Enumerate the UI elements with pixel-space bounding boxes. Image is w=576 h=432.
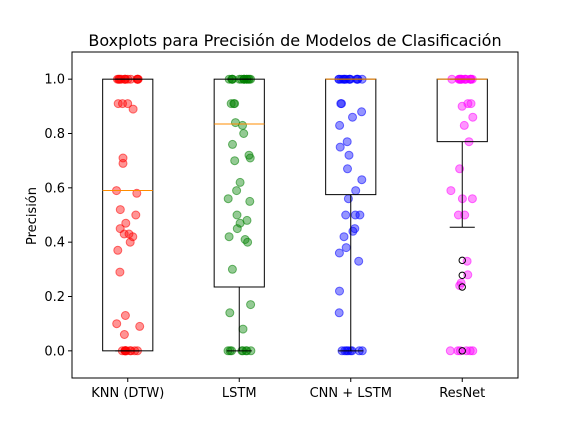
data-point xyxy=(357,175,367,185)
outlier-point xyxy=(458,256,466,265)
y-tick-label: 0.2 xyxy=(44,290,65,305)
data-point xyxy=(228,139,237,149)
data-point xyxy=(337,99,346,109)
data-point xyxy=(245,153,255,163)
data-point xyxy=(334,308,344,318)
data-point xyxy=(125,237,135,247)
data-point xyxy=(457,101,467,111)
data-point xyxy=(132,188,142,198)
x-tick-label: KNN (DTW) xyxy=(91,386,164,401)
box-3 xyxy=(436,78,488,355)
data-point xyxy=(463,270,473,280)
data-point xyxy=(342,137,352,147)
data-point xyxy=(115,205,125,215)
outlier-point xyxy=(458,271,466,280)
x-tick-label: ResNet xyxy=(439,386,485,401)
data-point xyxy=(113,245,123,255)
outlier-point xyxy=(458,283,466,291)
data-point xyxy=(131,210,141,220)
data-point xyxy=(113,99,123,109)
data-point xyxy=(348,112,357,122)
data-point xyxy=(357,107,367,117)
plot-area xyxy=(102,74,488,356)
y-tick-label: 0.6 xyxy=(44,181,65,196)
data-point xyxy=(224,232,234,242)
data-point xyxy=(245,196,255,206)
data-point xyxy=(445,346,455,356)
data-point xyxy=(232,186,242,196)
data-point xyxy=(350,210,360,220)
data-point xyxy=(246,300,256,310)
data-point xyxy=(339,232,349,242)
y-tick-label: 0.4 xyxy=(44,236,65,251)
y-tick-label: 0.8 xyxy=(44,127,65,142)
data-point xyxy=(344,150,354,160)
data-point xyxy=(446,186,456,196)
data-point xyxy=(335,142,345,152)
data-point xyxy=(230,156,240,166)
y-axis-label: Precisión xyxy=(25,187,40,245)
data-point xyxy=(238,120,247,130)
data-point xyxy=(334,248,344,258)
data-point xyxy=(467,194,477,204)
chart-title: Boxplots para Precisión de Modelos de Cl… xyxy=(88,31,501,50)
data-point xyxy=(235,177,245,187)
data-point xyxy=(455,346,465,356)
data-point xyxy=(354,256,364,266)
data-point xyxy=(335,120,345,130)
axes-frame xyxy=(71,51,519,379)
x-tick-label: CNN + LSTM xyxy=(310,386,392,401)
data-point xyxy=(227,264,237,274)
y-tick-label: 1.0 xyxy=(44,73,65,88)
data-point xyxy=(225,308,235,318)
data-point xyxy=(243,237,253,247)
box-0 xyxy=(102,78,154,352)
data-point xyxy=(240,235,250,244)
data-point xyxy=(466,99,476,109)
data-point xyxy=(120,311,130,320)
axes: 0.0 0.2 0.4 0.6 0.8 1.0 KNN (DTW) LSTM CNN + LST… xyxy=(44,51,519,401)
y-tick-label: 0.0 xyxy=(44,344,65,359)
box-iqr xyxy=(102,78,154,352)
data-point xyxy=(235,218,245,228)
box-1 xyxy=(213,78,265,352)
data-point xyxy=(223,194,233,204)
data-point xyxy=(348,226,358,236)
data-point xyxy=(119,229,129,239)
data-point xyxy=(232,224,242,234)
data-point xyxy=(112,319,122,329)
data-point xyxy=(128,104,138,114)
box-iqr xyxy=(325,78,377,196)
box-2 xyxy=(325,78,377,352)
x-tick-label: LSTM xyxy=(222,386,257,401)
data-point xyxy=(119,330,129,339)
data-point xyxy=(341,210,351,220)
data-point xyxy=(230,99,240,109)
data-point xyxy=(238,324,248,334)
data-point xyxy=(453,210,463,220)
data-point xyxy=(118,158,128,168)
data-point xyxy=(468,346,478,356)
data-point xyxy=(135,321,145,331)
data-point xyxy=(468,112,478,122)
data-point xyxy=(459,120,469,130)
outlier-point xyxy=(458,347,466,355)
data-point xyxy=(232,210,242,220)
data-point xyxy=(226,99,236,109)
box-iqr xyxy=(213,78,265,288)
data-point xyxy=(355,210,365,220)
data-point xyxy=(455,164,465,174)
data-point xyxy=(239,129,249,138)
data-point xyxy=(121,218,131,228)
data-point xyxy=(351,186,361,196)
data-point xyxy=(343,164,352,174)
data-point xyxy=(115,267,125,277)
data-point xyxy=(341,243,351,253)
data-point xyxy=(335,286,344,296)
